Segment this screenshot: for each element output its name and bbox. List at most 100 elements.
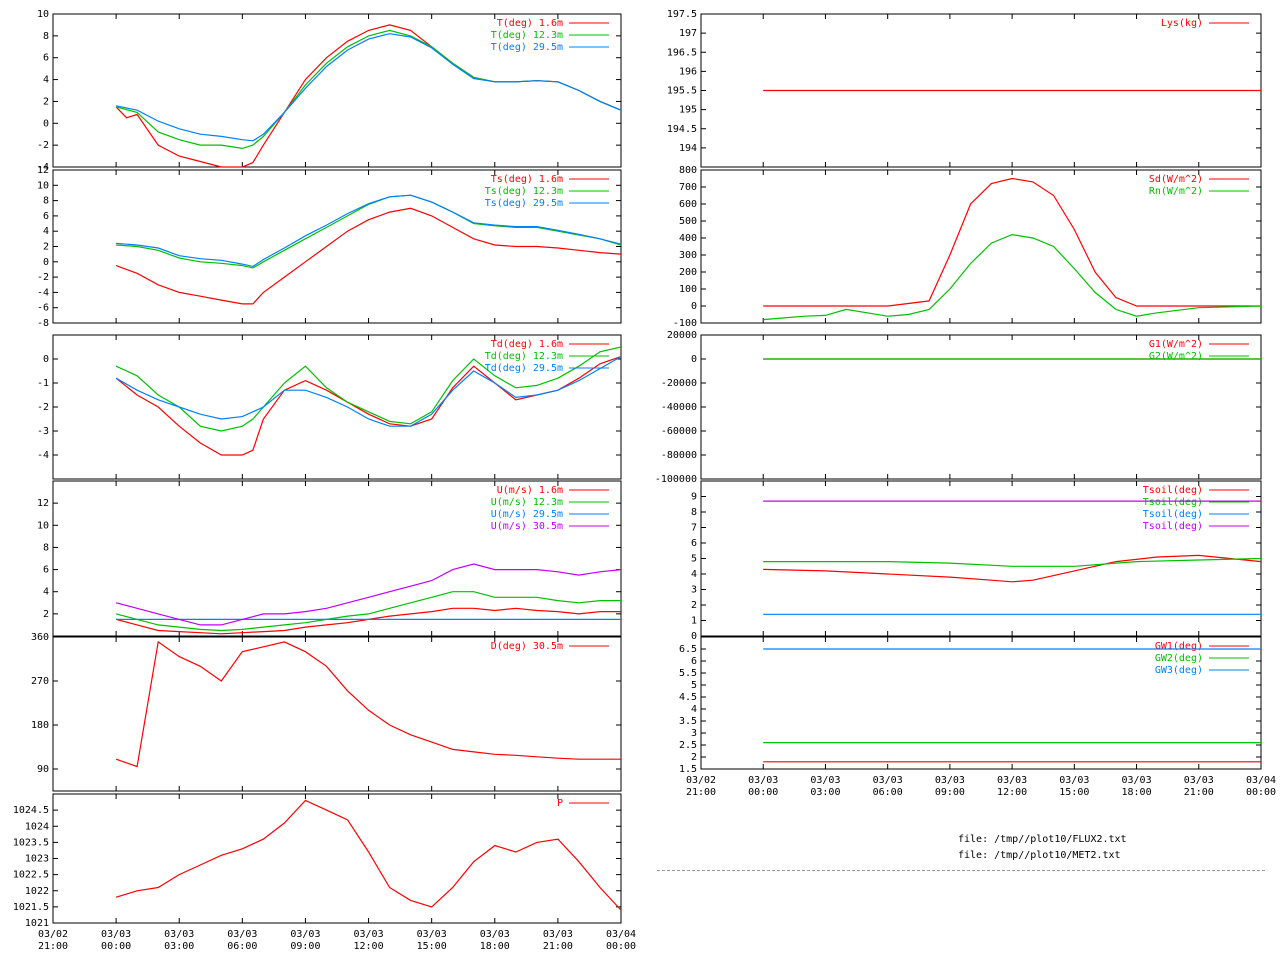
y-tick-label: 2 xyxy=(43,242,49,253)
y-tick-label: 700 xyxy=(679,182,697,193)
y-tick-label: 196.5 xyxy=(667,47,697,58)
y-tick-label: 1023.5 xyxy=(13,837,49,848)
y-tick-label: 1022 xyxy=(25,886,49,897)
legend-label: Tsoil(deg) xyxy=(1143,509,1203,520)
x-tick-date: 03/03 xyxy=(164,929,194,940)
y-tick-label: 180 xyxy=(31,720,49,731)
x-tick-date: 03/03 xyxy=(1059,775,1089,786)
legend-label: Ts(deg) 12.3m xyxy=(485,186,563,197)
x-tick-date: 03/03 xyxy=(354,929,384,940)
series-line xyxy=(115,563,622,626)
y-tick-label: -80000 xyxy=(661,450,697,461)
x-tick-time: 00:00 xyxy=(748,787,778,798)
series-line xyxy=(763,233,1262,321)
y-tick-label: 90 xyxy=(37,764,49,775)
y-tick-label: 1024.5 xyxy=(13,805,49,816)
y-tick-label: -40000 xyxy=(661,402,697,413)
x-tick-time: 00:00 xyxy=(1246,787,1276,798)
x-tick-time: 09:00 xyxy=(935,787,965,798)
panel-frame xyxy=(700,636,1262,770)
y-tick-label: 20000 xyxy=(667,330,697,341)
y-tick-label: 3 xyxy=(691,728,697,739)
y-tick-label: 7 xyxy=(691,523,697,534)
legend-label: T(deg) 29.5m xyxy=(491,42,563,53)
y-tick-label: 10 xyxy=(37,180,49,191)
legend-label: Td(deg) 12.3m xyxy=(485,351,563,362)
panel-frame xyxy=(700,169,1262,324)
y-tick-label: 200 xyxy=(679,267,697,278)
x-tick-date: 03/04 xyxy=(606,929,636,940)
panel-gw: 1.522.533.544.555.566.503/0221:0003/0300… xyxy=(679,636,1276,798)
y-tick-label: 2.5 xyxy=(679,740,697,751)
x-tick-time: 00:00 xyxy=(101,941,131,952)
x-tick-date: 03/02 xyxy=(686,775,716,786)
series-line xyxy=(763,554,1262,583)
series-line xyxy=(115,207,622,305)
y-tick-label: 8 xyxy=(43,196,49,207)
x-tick-date: 03/03 xyxy=(1122,775,1152,786)
legend-label: P xyxy=(557,798,563,809)
y-tick-label: 3 xyxy=(691,585,697,596)
x-tick-time: 12:00 xyxy=(354,941,384,952)
y-tick-label: 4 xyxy=(43,587,49,598)
panel-u: 2 4 6 8 10 12 U(m/s) 1.6mU(m/s) 12.3mU(m/s) 29… xyxy=(37,480,622,637)
y-tick-label: 4.5 xyxy=(679,692,697,703)
x-tick-date: 03/03 xyxy=(290,929,320,940)
x-tick-date: 03/03 xyxy=(748,775,778,786)
legend-label: GW1(deg) xyxy=(1155,641,1203,652)
panel-p: 1021 1021.5 1022 1022.5 1023 1023.5 1024 1024.5… xyxy=(13,793,636,952)
panel-d: 90 180 270 360 D(deg) 30.5m xyxy=(31,632,622,792)
y-tick-label: 2 xyxy=(691,600,697,611)
y-tick-label: 800 xyxy=(679,165,697,176)
x-tick-date: 03/03 xyxy=(543,929,573,940)
y-tick-label: 195.5 xyxy=(667,86,697,97)
legend-label: G1(W/m^2) xyxy=(1149,339,1203,350)
y-tick-label: 5 xyxy=(691,680,697,691)
x-tick-time: 21:00 xyxy=(686,787,716,798)
y-tick-label: 196 xyxy=(679,66,697,77)
y-tick-label: 4 xyxy=(43,226,49,237)
series-line xyxy=(115,346,622,432)
series-line xyxy=(115,591,621,632)
y-tick-label: 0 xyxy=(691,354,697,365)
y-tick-label: 0 xyxy=(43,354,49,365)
x-tick-time: 21:00 xyxy=(543,941,573,952)
panel-frame xyxy=(52,793,622,924)
y-tick-label: 1.5 xyxy=(679,764,697,775)
legend-label: Rn(W/m^2) xyxy=(1149,186,1203,197)
x-tick-time: 15:00 xyxy=(417,941,447,952)
legend-label: T(deg) 12.3m xyxy=(491,30,563,41)
y-tick-label: -4 xyxy=(37,287,49,298)
panel-t: -4 -2 0 2 4 6 8 10 T(deg) 1.6mT(deg) 12.3mT(deg)… xyxy=(37,9,622,173)
legend-label: Tsoil(deg) xyxy=(1143,521,1203,532)
y-tick-label: -20000 xyxy=(661,378,697,389)
legend-label: U(m/s) 12.3m xyxy=(491,497,563,508)
y-tick-label: 8 xyxy=(691,507,697,518)
y-tick-label: 1022.5 xyxy=(13,870,49,881)
y-tick-label: 4 xyxy=(691,704,697,715)
x-tick-time: 06:00 xyxy=(873,787,903,798)
y-tick-label: 0 xyxy=(43,257,49,268)
y-tick-label: 1024 xyxy=(25,821,49,832)
y-tick-label: 8 xyxy=(43,542,49,553)
panel-g: -100000 -80000 -60000 -40000 -20000 0 20000 G1(… xyxy=(655,330,1262,485)
y-tick-label: 400 xyxy=(679,233,697,244)
y-tick-label: -60000 xyxy=(661,426,697,437)
y-tick-label: 197 xyxy=(679,28,697,39)
y-tick-label: 6 xyxy=(691,538,697,549)
panel-sd: -100 0 100 200 300 400 500 600 700 800 Sd(W/m^2)Rn… xyxy=(673,165,1262,329)
y-tick-label: 6 xyxy=(43,53,49,64)
y-tick-label: 5.5 xyxy=(679,668,697,679)
y-tick-label: 6.5 xyxy=(679,644,697,655)
y-tick-label: -6 xyxy=(37,303,49,314)
legend-label: U(m/s) 29.5m xyxy=(491,509,563,520)
series-line xyxy=(115,607,621,635)
series-line xyxy=(115,799,622,911)
x-tick-date: 03/03 xyxy=(227,929,257,940)
x-tick-date: 03/04 xyxy=(1246,775,1276,786)
x-tick-date: 03/03 xyxy=(873,775,903,786)
x-tick-date: 03/03 xyxy=(101,929,131,940)
y-tick-label: -1 xyxy=(37,378,49,389)
